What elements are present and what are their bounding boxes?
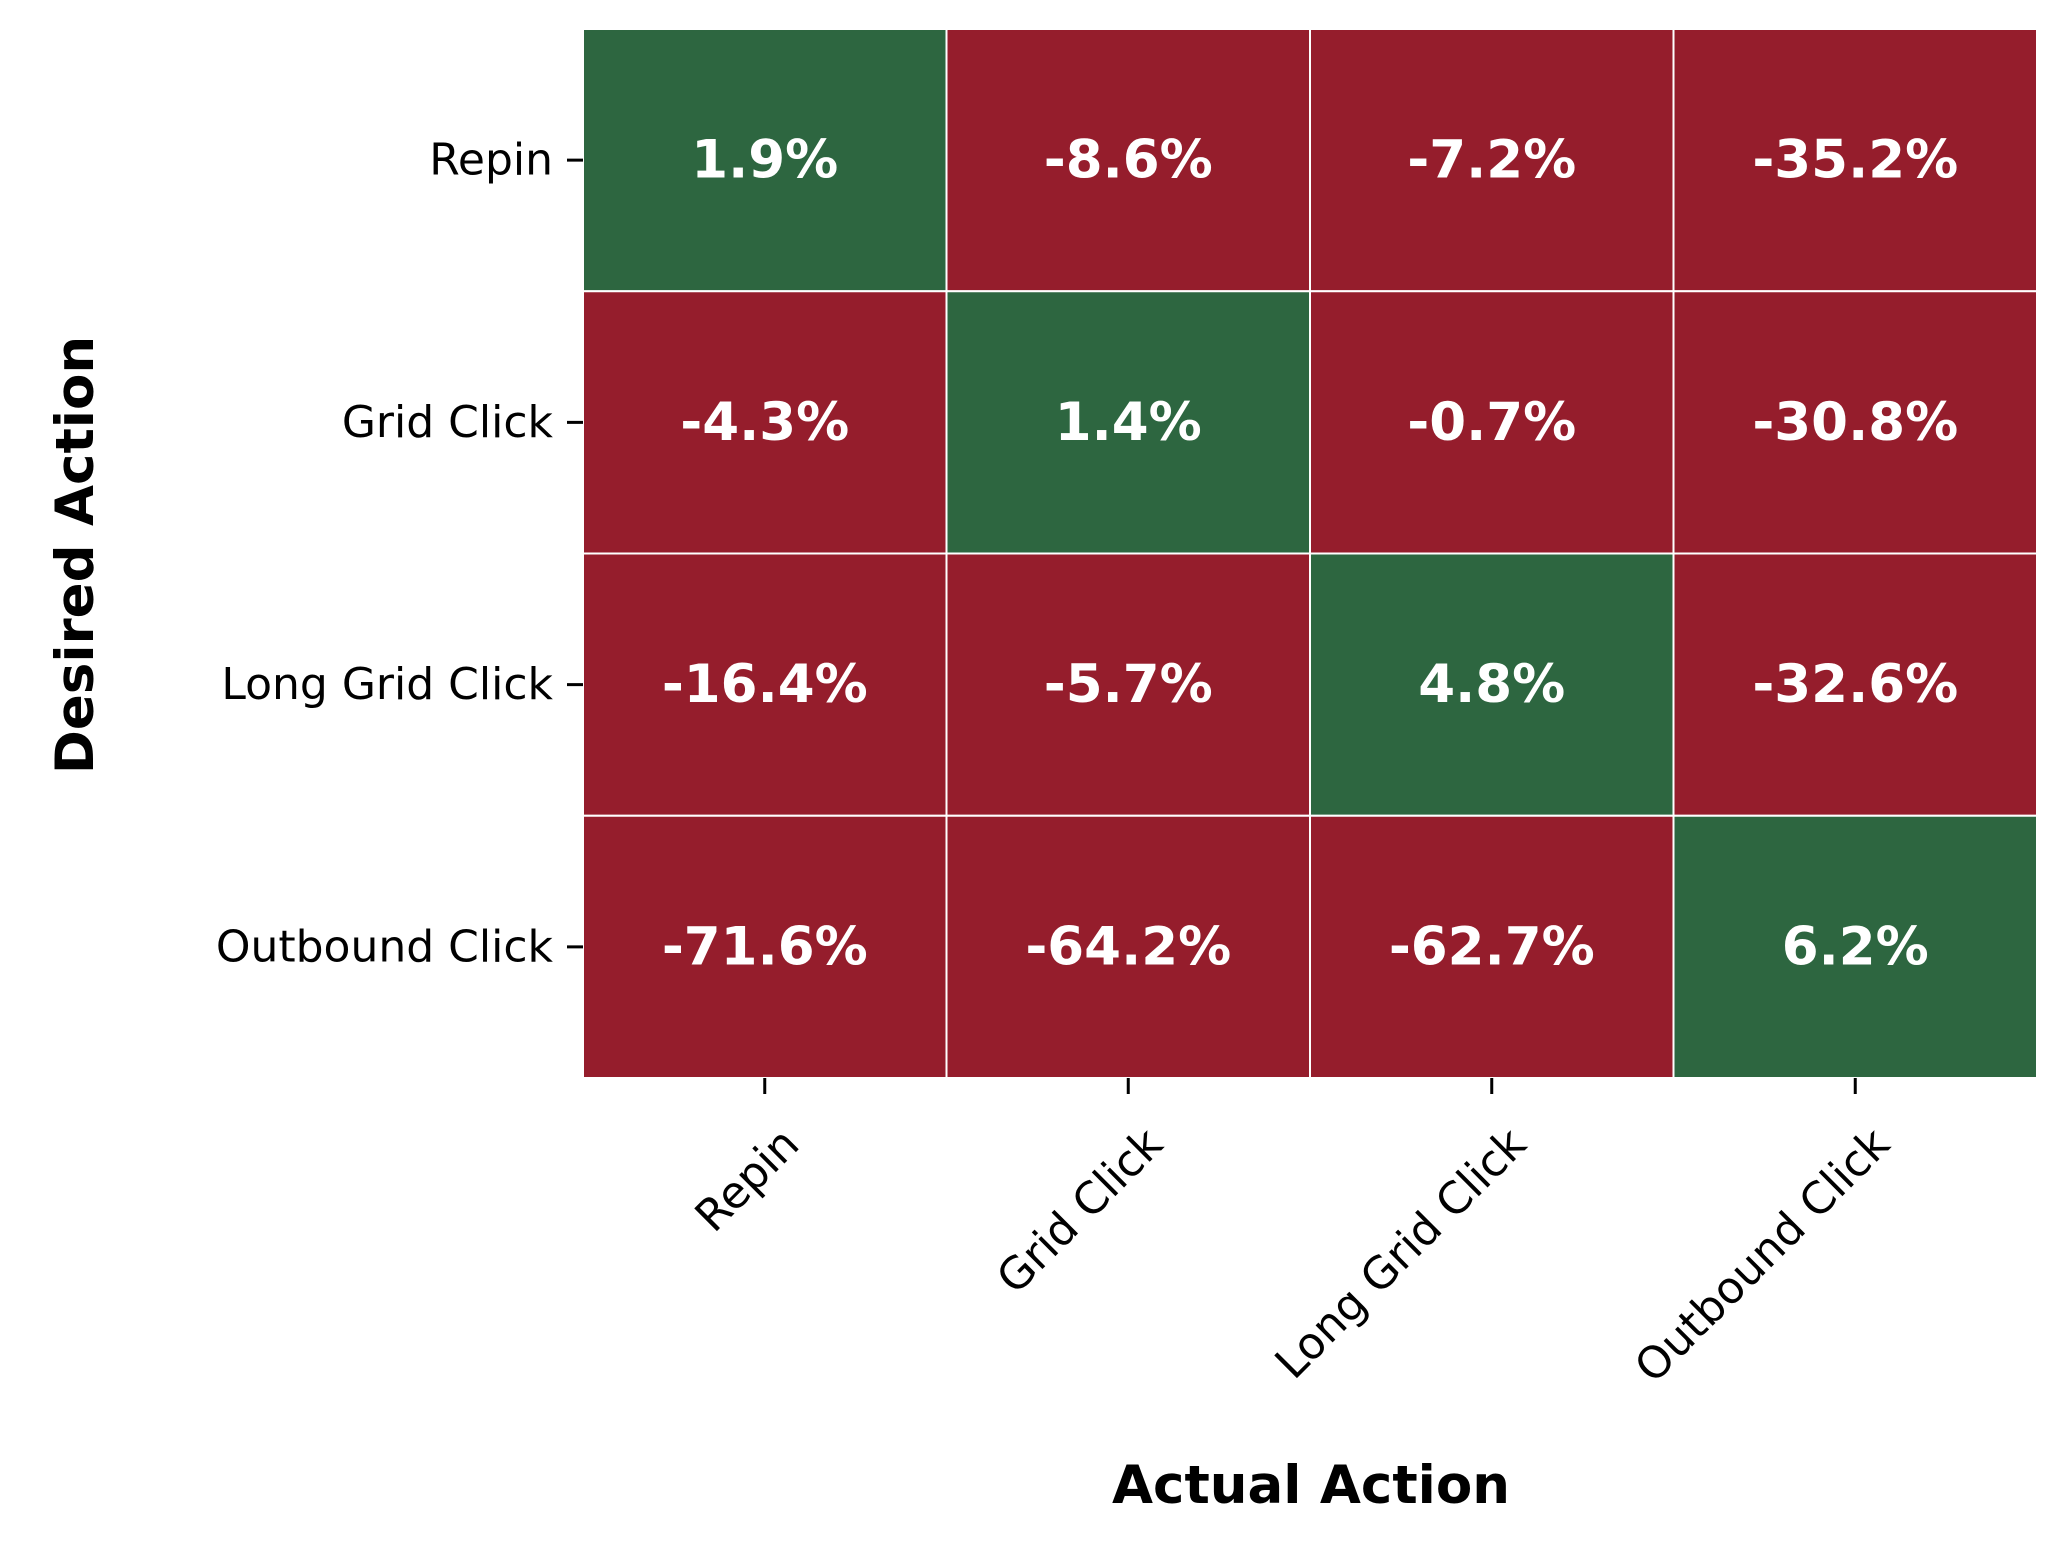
heatmap-cell xyxy=(582,290,948,555)
y-tick-label: Repin xyxy=(429,135,553,186)
heatmap-cell xyxy=(945,552,1311,817)
heatmap-cell-label: -0.7% xyxy=(1407,392,1576,453)
heatmap-cell-label: 1.4% xyxy=(1055,392,1202,453)
heatmap-cell xyxy=(1309,28,1675,293)
heatmap-cell-label: -71.6% xyxy=(662,916,868,977)
y-axis-ticks: Repin Grid Click Long Grid Click Outbound C… xyxy=(216,135,583,972)
heatmap-cell xyxy=(582,814,948,1079)
heatmap-cell-label: 1.9% xyxy=(691,130,838,191)
heatmap-cell-label: 6.2% xyxy=(1782,916,1929,977)
heatmap-cell-label: -30.8% xyxy=(1752,392,1958,453)
heatmap-cell xyxy=(1672,814,2038,1079)
heatmap-cell-label: -5.7% xyxy=(1044,654,1213,715)
heatmap-cell xyxy=(945,814,1311,1079)
heatmap-cell-label: 4.8% xyxy=(1418,654,1565,715)
x-tick-label: Repin xyxy=(686,1118,810,1242)
heatmap-cell-label: -16.4% xyxy=(662,654,868,715)
x-axis-ticks: Repin Grid Click Long Grid Click Outbound C… xyxy=(686,1078,1900,1393)
y-tick-label: Long Grid Click xyxy=(221,659,553,710)
heatmap-cell-label: -7.2% xyxy=(1407,130,1576,191)
x-tick-label: Grid Click xyxy=(987,1118,1173,1304)
heatmap-cell-label: -4.3% xyxy=(680,392,849,453)
heatmap-cell-label: -62.7% xyxy=(1389,916,1595,977)
y-axis-title: Desired Action xyxy=(45,336,106,774)
heatmap-cell xyxy=(582,28,948,293)
heatmap-cell xyxy=(1672,290,2038,555)
heatmap-cell xyxy=(1672,552,2038,817)
x-tick-label: Outbound Click xyxy=(1625,1118,1900,1393)
x-axis-title: Actual Action xyxy=(1112,1455,1510,1516)
heatmap-cell xyxy=(1309,814,1675,1079)
y-tick-label: Outbound Click xyxy=(216,921,554,972)
heatmap-cell xyxy=(945,290,1311,555)
heatmap-cell-label: -8.6% xyxy=(1044,130,1213,191)
y-tick-label: Grid Click xyxy=(342,397,554,448)
x-tick-label: Long Grid Click xyxy=(1266,1118,1537,1389)
heatmap-cell xyxy=(1672,28,2038,293)
heatmap-cell-label: -32.6% xyxy=(1752,654,1958,715)
heatmap-cells xyxy=(582,28,2038,1079)
heatmap-cell-labels: 1.9% -8.6% -7.2% -35.2% -4.3% 1.4% -0.7% -30.8%… xyxy=(662,130,1958,978)
heatmap-cell-label: -64.2% xyxy=(1025,916,1231,977)
heatmap-cell-label: -35.2% xyxy=(1752,130,1958,191)
heatmap-cell xyxy=(1309,290,1675,555)
heatmap-cell xyxy=(945,28,1311,293)
